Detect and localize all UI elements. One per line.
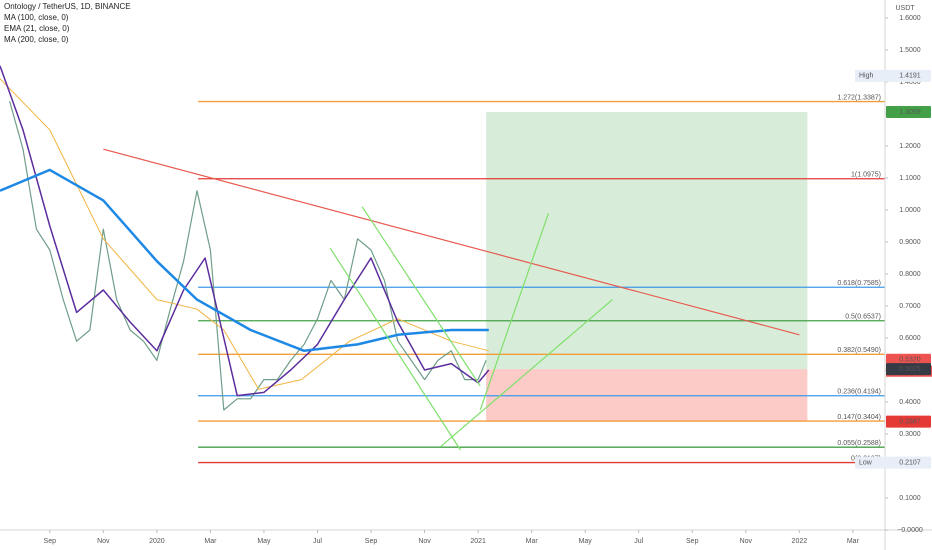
y-tick-label: 0.9000: [899, 239, 921, 246]
x-tick-label: Mar: [847, 538, 860, 545]
trendline: [361, 206, 481, 387]
fib-label: 0.618(0.7585): [837, 280, 881, 287]
price-label-value: 0.2107: [899, 459, 921, 466]
x-tick-label: May: [257, 538, 271, 545]
price-label-value: 0.3387: [899, 418, 921, 425]
y-tick-label: 0.6000: [899, 335, 921, 342]
legend-entry: EMA (21, close, 0): [4, 24, 70, 33]
y-tick-label: 1.2000: [899, 143, 921, 150]
x-tick-label: Sep: [44, 538, 57, 545]
target-zone: [486, 112, 808, 370]
price-label-box: [886, 415, 931, 428]
x-tick-label: Sep: [686, 538, 699, 545]
price-label-value: 1.3059: [899, 109, 921, 116]
price-label-value: 0.5025: [899, 366, 921, 373]
fib-label: 0.236(0.4194): [837, 389, 881, 396]
fib-label: 0.147(0.3404): [837, 414, 881, 421]
plot-area: 1.272(1.3387) 1(1.0975) 0.618(0.7585) 0.5(0…: [0, 65, 885, 464]
x-tick-label: Jul: [634, 538, 643, 545]
y-tick-label: 1.1000: [899, 175, 921, 182]
moving-average: [0, 78, 489, 390]
y-tick-label: 0.1000: [899, 495, 921, 502]
y-tick-label: 1.0000: [899, 207, 921, 214]
y-tick-label: 0.8000: [899, 271, 921, 278]
price-label-box: [855, 69, 931, 82]
x-tick-label: Nov: [97, 538, 110, 545]
y-tick-label: 1.5000: [899, 47, 921, 54]
y-tick-label: −0.0000: [897, 527, 923, 534]
x-tick-label: Nov: [740, 538, 753, 545]
price-label-box: [886, 106, 931, 119]
legend-entry: MA (100, close, 0): [4, 13, 69, 22]
x-tick-label: May: [579, 538, 593, 545]
fib-label: 1.272(1.3387): [837, 94, 881, 101]
x-tick-label: Jul: [313, 538, 322, 545]
x-tick-label: 2021: [470, 538, 486, 545]
price-label-box: [886, 353, 931, 366]
chart-title: Ontology / TetherUS, 1D, BINANCE: [4, 2, 131, 11]
x-tick-label: Mar: [526, 538, 539, 545]
price-line: [9, 100, 487, 411]
x-tick-label: 2020: [149, 538, 165, 545]
moving-average: [0, 65, 490, 397]
fib-label: 0.055(0.2588): [837, 440, 881, 447]
price-label-value: 0.5320: [899, 357, 921, 364]
y-tick-label: 0.4000: [899, 399, 921, 406]
legend-entry: MA (200, close, 0): [4, 35, 69, 44]
price-label-name: Low: [859, 459, 873, 466]
y-tick-label: 0.7000: [899, 303, 921, 310]
x-tick-label: Sep: [365, 538, 378, 545]
x-tick-label: Nov: [418, 538, 431, 545]
price-label-box: [855, 456, 931, 469]
fib-label: 1(1.0975): [851, 172, 881, 179]
y-tick-label: 1.4000: [899, 79, 921, 86]
y-tick-label: 0.3000: [899, 431, 921, 438]
x-tick-label: 2022: [792, 538, 808, 545]
price-label-value: 1.4191: [899, 73, 921, 80]
fib-label: 0.5(0.6537): [845, 314, 881, 321]
trendline: [439, 299, 613, 448]
currency-label: USDT: [895, 5, 915, 12]
x-tick-label: Mar: [204, 538, 217, 545]
y-tick-label: 1.6000: [899, 15, 921, 22]
moving-average: [0, 168, 489, 353]
trendline: [103, 148, 800, 336]
fib-label: 0.382(0.5490): [837, 347, 881, 354]
price-label-box: [886, 363, 931, 376]
trendline: [479, 212, 550, 411]
trendline: [329, 248, 461, 451]
price-label-name: High: [859, 73, 874, 80]
